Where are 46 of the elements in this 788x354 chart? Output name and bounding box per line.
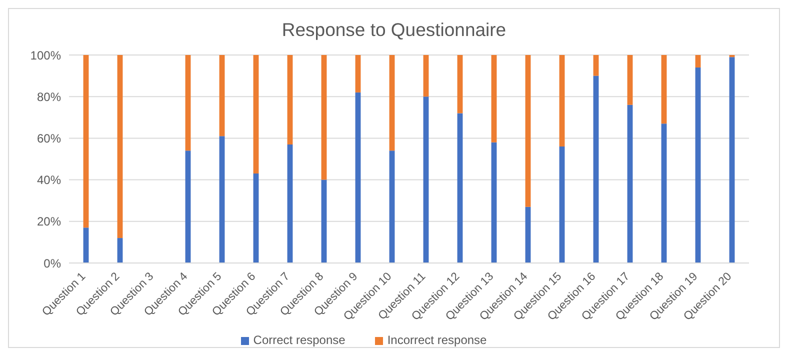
bar bbox=[423, 96, 429, 263]
bar bbox=[525, 206, 531, 263]
bar bbox=[117, 238, 123, 263]
bar bbox=[287, 144, 293, 263]
legend-label: Incorrect response bbox=[387, 333, 487, 347]
bar bbox=[321, 180, 327, 263]
bar bbox=[491, 142, 497, 263]
bar bbox=[219, 136, 225, 263]
bar bbox=[355, 92, 361, 263]
bar bbox=[253, 174, 259, 263]
bar bbox=[253, 55, 259, 174]
bar bbox=[661, 55, 667, 124]
chart-title: Response to Questionnaire bbox=[280, 18, 508, 42]
bar bbox=[321, 55, 327, 180]
bar bbox=[695, 67, 701, 263]
bar bbox=[627, 104, 633, 263]
bar bbox=[185, 55, 191, 151]
bar bbox=[185, 150, 191, 263]
bar bbox=[559, 55, 565, 147]
bar bbox=[389, 55, 395, 151]
bar bbox=[491, 55, 497, 142]
bar bbox=[627, 55, 633, 105]
bar bbox=[389, 150, 395, 263]
bar bbox=[695, 55, 701, 68]
bar bbox=[661, 124, 667, 263]
bar bbox=[457, 55, 463, 114]
bar bbox=[559, 146, 565, 263]
bar bbox=[83, 55, 89, 228]
bar bbox=[457, 113, 463, 263]
legend-label: Correct response bbox=[253, 333, 346, 347]
bar bbox=[117, 55, 123, 238]
bar bbox=[287, 55, 293, 144]
bar bbox=[593, 76, 599, 263]
bar bbox=[729, 57, 735, 263]
bar bbox=[355, 55, 361, 92]
bar bbox=[525, 55, 531, 207]
y-tick-label: 80% bbox=[36, 90, 62, 104]
bar bbox=[423, 55, 429, 97]
y-tick-label: 20% bbox=[36, 214, 62, 229]
bar bbox=[219, 55, 225, 136]
bar bbox=[593, 55, 599, 76]
y-tick-label: 40% bbox=[36, 173, 62, 188]
bar bbox=[83, 228, 89, 263]
y-tick-label: 100% bbox=[30, 48, 62, 62]
y-tick-label: 60% bbox=[36, 131, 62, 146]
y-tick-label: 0% bbox=[44, 256, 62, 270]
